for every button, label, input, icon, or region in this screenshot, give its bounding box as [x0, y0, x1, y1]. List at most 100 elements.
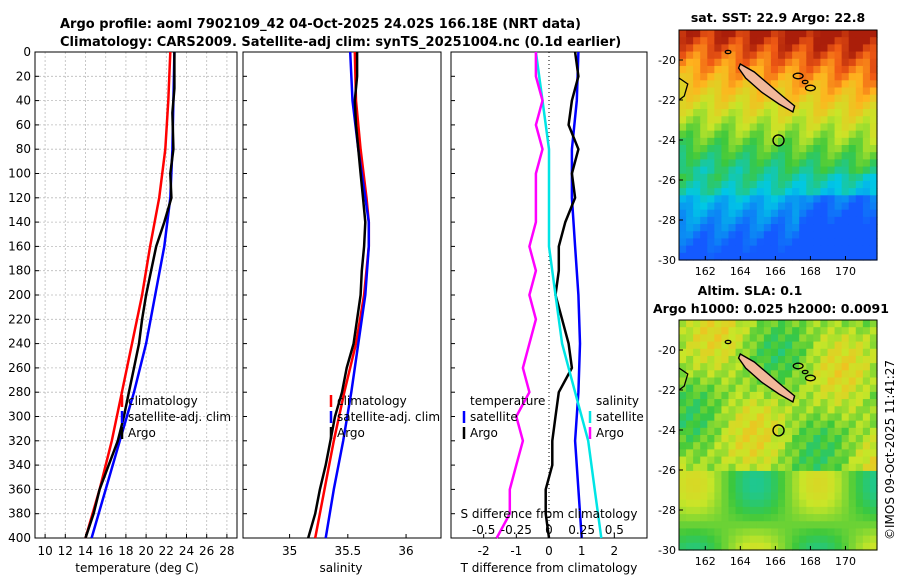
- map-cell: [749, 334, 758, 343]
- map-cell: [700, 399, 708, 407]
- map-cell: [792, 116, 800, 125]
- map-cell: [806, 30, 814, 38]
- map-cell: [756, 109, 765, 117]
- map-cell: [806, 528, 814, 537]
- map-cell: [827, 51, 836, 60]
- series-line-argo: [306, 52, 367, 539]
- map-cell: [813, 152, 822, 160]
- map-cell: [785, 195, 793, 204]
- map-cell: [813, 406, 822, 415]
- map-cell: [778, 159, 786, 168]
- map-cell: [841, 485, 850, 494]
- map-cell: [700, 109, 708, 117]
- map-cell: [792, 51, 800, 60]
- map-cell: [785, 506, 793, 515]
- map-cell: [742, 202, 751, 211]
- map-cell: [841, 456, 850, 465]
- map-cell: [686, 30, 694, 38]
- map-cell: [679, 145, 687, 153]
- map-cell: [686, 231, 694, 240]
- sla-map-title-2: Argo h1000: 0.025 h2000: 0.0091: [653, 301, 889, 316]
- map-cell: [820, 514, 829, 522]
- plot-frame: [242, 51, 442, 539]
- map-cell: [742, 420, 751, 429]
- map-cell: [707, 123, 715, 132]
- map-cell: [862, 478, 871, 486]
- map-cell: [693, 116, 701, 125]
- map-cell: [707, 355, 715, 364]
- map-cell: [820, 355, 829, 364]
- map-cell: [679, 521, 687, 530]
- map-cell: [721, 384, 730, 393]
- map-cell: [841, 391, 850, 400]
- map-cell: [869, 180, 878, 189]
- map-cell: [799, 80, 807, 89]
- map-cell: [763, 58, 772, 67]
- map-cell: [792, 180, 800, 189]
- map-cell: [742, 231, 751, 240]
- map-cell: [700, 499, 708, 508]
- map-cell: [869, 341, 878, 350]
- map-cell: [862, 216, 871, 225]
- map-cell: [735, 137, 744, 146]
- map-cell: [707, 44, 715, 53]
- map-cell: [679, 327, 687, 335]
- map-cell: [806, 492, 814, 501]
- map-cell: [862, 514, 871, 522]
- map-cell: [693, 334, 701, 343]
- map-cell: [813, 542, 822, 551]
- map-cell: [799, 470, 807, 479]
- map-cell: [714, 327, 723, 335]
- map-cell: [799, 44, 807, 53]
- map-cell: [700, 478, 708, 486]
- series-line-climatology: [84, 51, 172, 539]
- map-cell: [742, 542, 751, 551]
- map-cell: [848, 427, 857, 436]
- map-cell: [778, 327, 786, 335]
- map-cell: [770, 456, 779, 465]
- map-cell: [778, 499, 786, 508]
- map-cell: [770, 37, 779, 45]
- map-cell: [693, 542, 701, 551]
- map-cell: [770, 506, 779, 515]
- map-cell: [756, 492, 765, 501]
- map-cell: [778, 463, 786, 472]
- map-cell: [756, 245, 765, 254]
- map-cell: [735, 492, 744, 501]
- map-cell: [855, 327, 864, 335]
- map-cell: [707, 152, 715, 160]
- map-cell: [813, 216, 822, 225]
- map-cell: [770, 202, 779, 211]
- map-cell: [820, 363, 829, 371]
- map-x-tick-label: 168: [800, 265, 821, 278]
- map-cell: [763, 492, 772, 501]
- map-cell: [806, 406, 814, 415]
- map-cell: [834, 145, 843, 153]
- map-cell: [855, 231, 864, 240]
- map-cell: [756, 159, 765, 168]
- map-cell: [763, 116, 772, 125]
- map-cell: [869, 355, 878, 364]
- map-cell: [820, 216, 829, 225]
- map-cell: [693, 51, 701, 60]
- map-cell: [679, 413, 687, 422]
- map-cell: [862, 37, 871, 45]
- map-cell: [841, 535, 850, 544]
- map-cell: [820, 130, 829, 139]
- map-cell: [869, 521, 878, 530]
- map-cell: [770, 399, 779, 407]
- map-cell: [834, 116, 843, 125]
- map-cell: [700, 535, 708, 544]
- map-cell: [834, 363, 843, 371]
- map-cell: [792, 195, 800, 204]
- map-cell: [848, 355, 857, 364]
- map-cell: [742, 116, 751, 125]
- map-cell: [714, 320, 723, 328]
- map-cell: [763, 320, 772, 328]
- map-cell: [679, 166, 687, 175]
- map-cell: [742, 499, 751, 508]
- map-cell: [827, 528, 836, 537]
- map-cell: [735, 123, 744, 132]
- map-cell: [799, 231, 807, 240]
- map-cell: [749, 65, 758, 74]
